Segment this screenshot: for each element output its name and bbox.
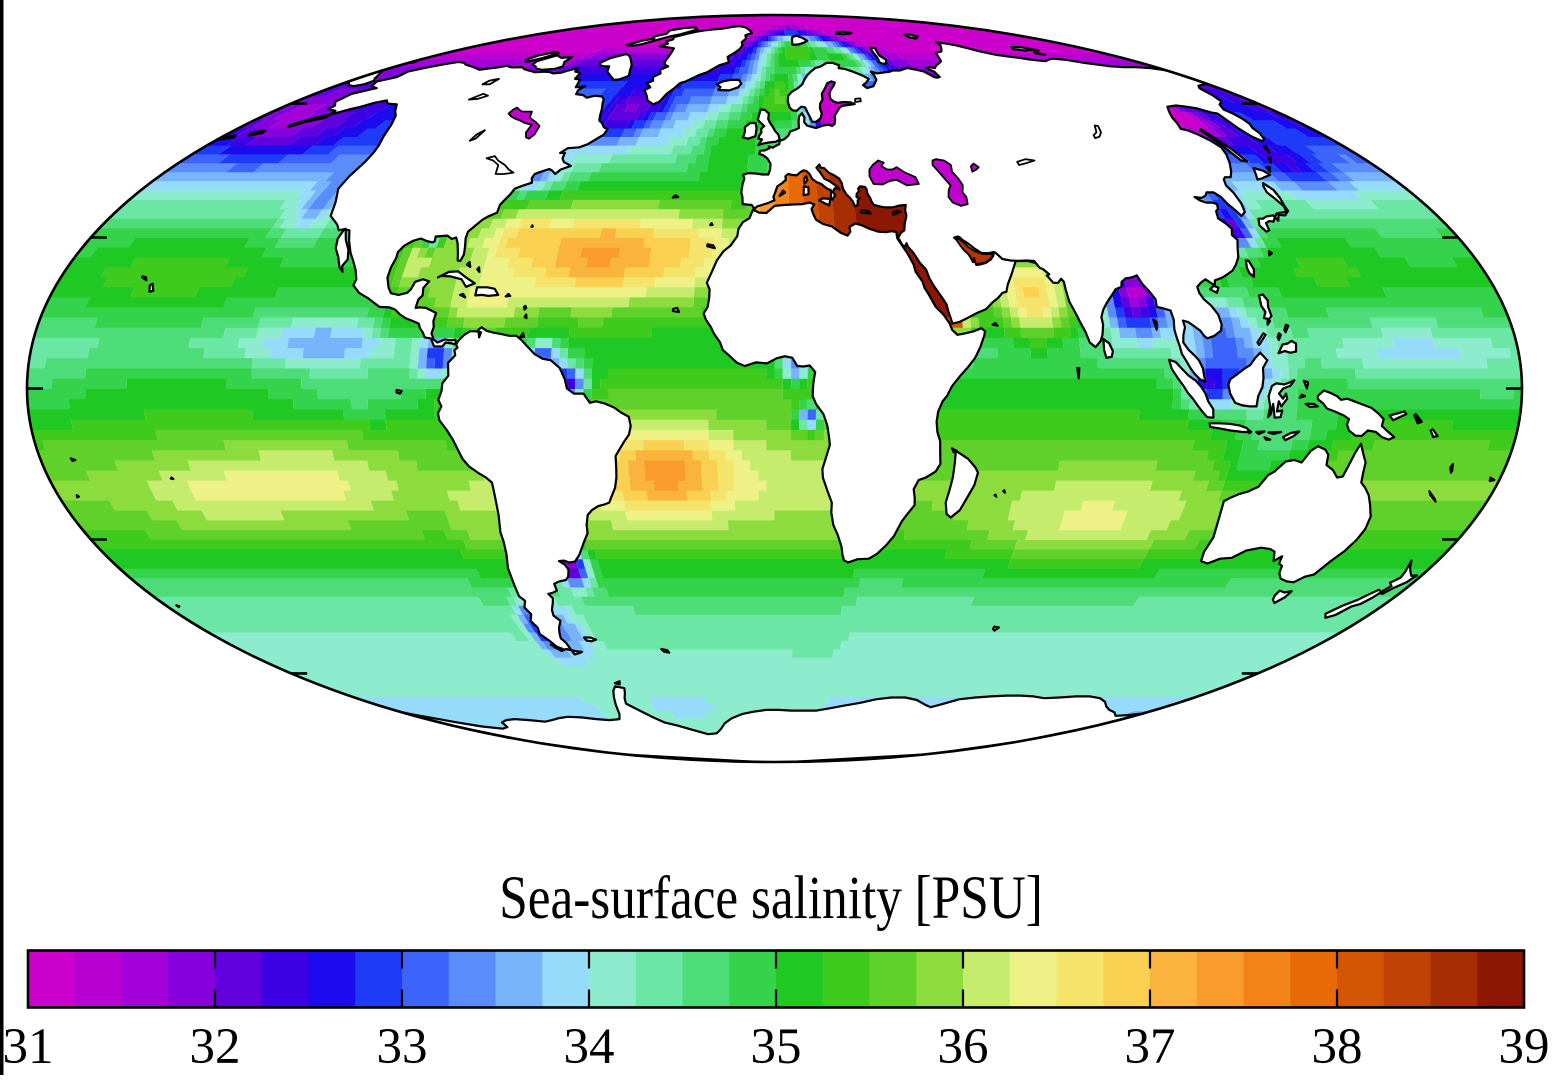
- svg-text:Sea-surface salinity [PSU]: Sea-surface salinity [PSU]: [499, 865, 1043, 932]
- svg-text:33: 33: [377, 1019, 428, 1075]
- svg-text:37: 37: [1125, 1019, 1176, 1075]
- svg-text:34: 34: [564, 1019, 615, 1075]
- svg-text:35: 35: [751, 1019, 802, 1075]
- svg-text:38: 38: [1312, 1019, 1363, 1075]
- svg-text:32: 32: [190, 1019, 241, 1075]
- svg-text:36: 36: [938, 1019, 989, 1075]
- svg-text:39: 39: [1499, 1019, 1550, 1075]
- svg-text:31: 31: [3, 1019, 54, 1075]
